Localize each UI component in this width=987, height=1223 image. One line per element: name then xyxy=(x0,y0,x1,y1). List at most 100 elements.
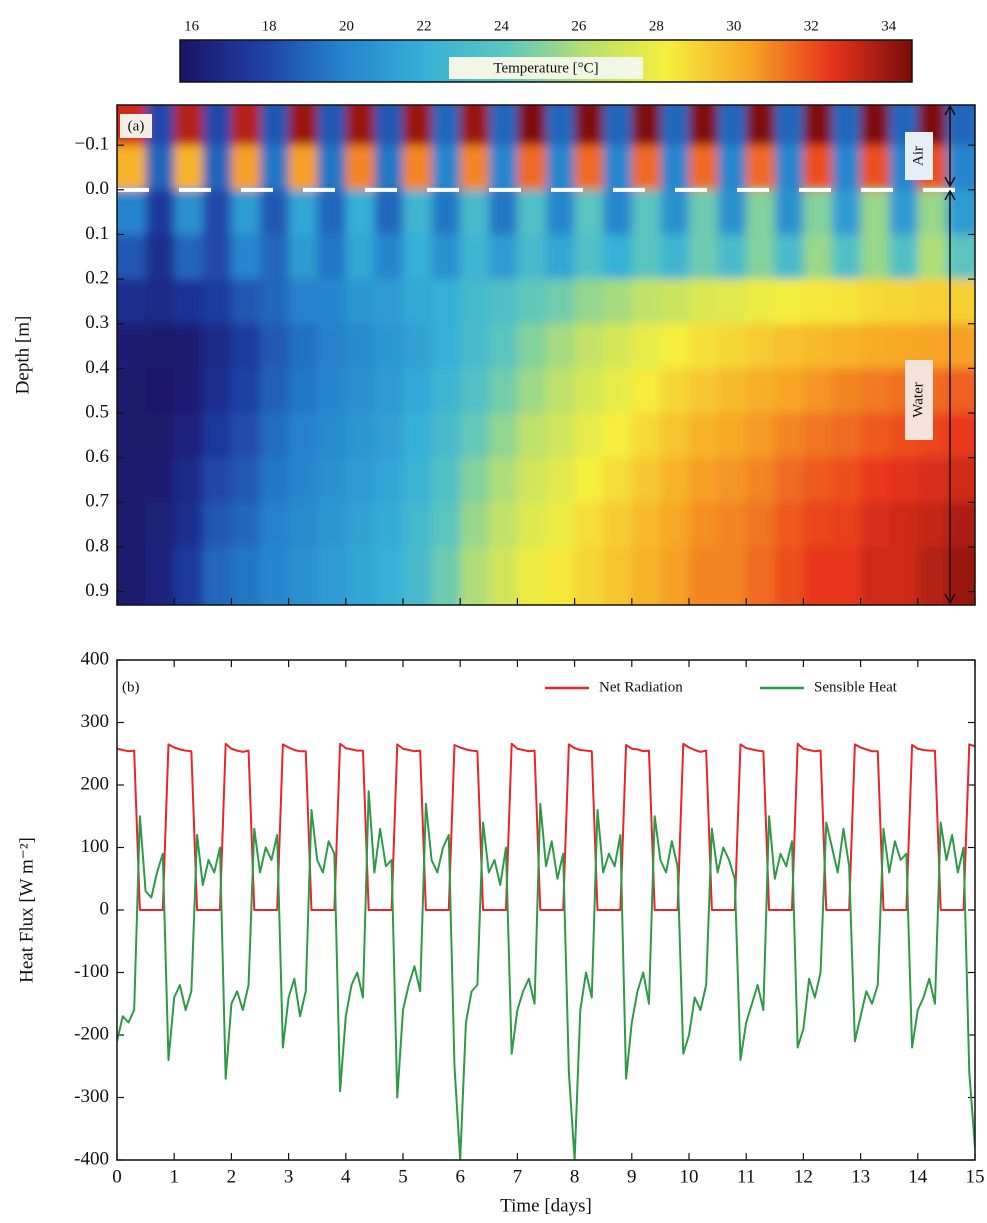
colorbar-tick-label: 16 xyxy=(184,18,200,34)
heat-cell xyxy=(660,189,690,236)
heat-cell xyxy=(860,145,890,191)
heat-cell xyxy=(403,279,433,325)
x-tick-label: 7 xyxy=(513,1166,523,1187)
heat-cell xyxy=(460,105,490,146)
heat-cell xyxy=(345,546,375,605)
heat-cell xyxy=(488,546,518,605)
heat-cell xyxy=(488,234,518,280)
heat-cell xyxy=(546,457,576,503)
heat-cell xyxy=(117,457,147,503)
heat-cell xyxy=(374,145,404,191)
heat-cell xyxy=(603,502,633,548)
heat-cell xyxy=(374,279,404,325)
heat-cell xyxy=(546,368,576,414)
heat-cell xyxy=(717,413,747,459)
heat-cell xyxy=(946,457,975,503)
heat-cell xyxy=(689,323,719,369)
heat-cell xyxy=(345,413,375,459)
heat-cell xyxy=(345,234,375,280)
heat-cell xyxy=(774,279,804,325)
heat-cell xyxy=(803,502,833,548)
heat-cell xyxy=(660,323,690,369)
heat-cell xyxy=(117,368,147,414)
heat-cell xyxy=(803,368,833,414)
heat-cell xyxy=(603,279,633,325)
heat-cell xyxy=(746,105,776,146)
heat-cell xyxy=(574,323,604,369)
colorbar-tick-label: 28 xyxy=(649,18,664,34)
heat-cell xyxy=(145,189,175,236)
heat-cell xyxy=(260,145,290,191)
heat-cell xyxy=(546,145,576,191)
colorbar-tick-label: 18 xyxy=(262,18,277,34)
heat-cell xyxy=(917,457,947,503)
heat-cell xyxy=(231,457,261,503)
heat-cell xyxy=(403,234,433,280)
heat-cell xyxy=(431,279,461,325)
heat-cell xyxy=(288,457,318,503)
heat-cell xyxy=(202,323,232,369)
colorbar-label: Temperature [°C] xyxy=(493,60,598,76)
heat-cell xyxy=(717,279,747,325)
x-tick-label: 9 xyxy=(627,1166,637,1187)
heat-cell xyxy=(403,457,433,503)
y-tick-label: 0.2 xyxy=(85,267,109,288)
heat-cell xyxy=(174,234,204,280)
heat-cell xyxy=(288,279,318,325)
heat-cell xyxy=(603,323,633,369)
heat-cell xyxy=(689,546,719,605)
heat-cell xyxy=(631,145,661,191)
heat-cell xyxy=(488,323,518,369)
heat-cell xyxy=(488,145,518,191)
y-tick-label: 0.6 xyxy=(85,446,109,467)
heat-cell xyxy=(689,234,719,280)
heat-cell xyxy=(574,145,604,191)
heat-cell xyxy=(517,145,547,191)
heat-cell xyxy=(260,279,290,325)
heat-cell xyxy=(288,323,318,369)
heat-cell xyxy=(746,323,776,369)
heat-cell xyxy=(431,502,461,548)
heat-cell xyxy=(689,413,719,459)
heat-cell xyxy=(460,457,490,503)
heat-cell xyxy=(860,368,890,414)
y-tick-label: 0.3 xyxy=(85,312,109,333)
heat-cell xyxy=(517,189,547,236)
series-line xyxy=(117,790,975,1160)
y-tick-label: −0.1 xyxy=(75,134,109,155)
heat-cell xyxy=(946,502,975,548)
heat-cell xyxy=(403,502,433,548)
heat-cell xyxy=(145,279,175,325)
heat-cell xyxy=(431,145,461,191)
heat-cell xyxy=(431,413,461,459)
heat-cell xyxy=(488,279,518,325)
heat-cell xyxy=(145,457,175,503)
heat-cell xyxy=(689,457,719,503)
heat-cell xyxy=(345,502,375,548)
heat-cell xyxy=(517,279,547,325)
heat-cell xyxy=(431,457,461,503)
heat-cell xyxy=(174,189,204,236)
heat-cell xyxy=(174,413,204,459)
y-tick-label: 300 xyxy=(81,711,110,732)
panel-a-frame xyxy=(116,104,976,606)
heat-cell xyxy=(145,502,175,548)
y-tick-label: 0 xyxy=(100,898,110,919)
heat-cell xyxy=(889,189,919,236)
heat-cell xyxy=(603,105,633,146)
heat-cell xyxy=(860,105,890,146)
heat-cell xyxy=(832,413,862,459)
air-arrow-heads xyxy=(944,104,956,188)
heat-cell xyxy=(317,145,347,191)
heat-cell xyxy=(603,546,633,605)
heat-cell xyxy=(460,189,490,236)
heat-cell xyxy=(832,546,862,605)
heat-cell xyxy=(260,105,290,146)
heat-cell xyxy=(231,189,261,236)
heat-cell xyxy=(460,546,490,605)
heat-cell xyxy=(546,234,576,280)
panel-a-axes: 16 18 20 22 24 26 28 30 32 34 −0.1 0.0 0.1 0.2 0.3 0.4 0… xyxy=(75,18,976,605)
heat-cell xyxy=(717,105,747,146)
heat-cell xyxy=(488,105,518,146)
